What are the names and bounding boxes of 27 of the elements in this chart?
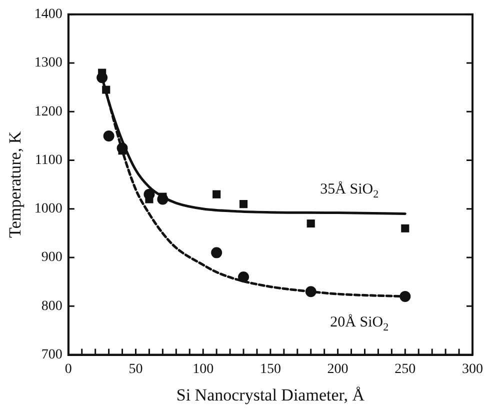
- y-tick-label: 1200: [34, 104, 62, 120]
- y-tick-label: 700: [41, 347, 62, 362]
- x-tick-label: 150: [260, 362, 281, 377]
- point: [103, 130, 114, 142]
- y-tick-label: 1300: [34, 56, 62, 71]
- point: [212, 190, 221, 198]
- point: [401, 224, 410, 232]
- y-tick-label: 900: [41, 250, 62, 266]
- x-axis-title: Si Nanocrystal Diameter, Å: [176, 385, 366, 404]
- x-tick-label: 250: [394, 362, 416, 377]
- y-axis-title: Temperature, K: [6, 130, 25, 238]
- point: [211, 247, 222, 258]
- point: [306, 219, 315, 228]
- point: [239, 200, 248, 208]
- y-tick-label: 1400: [34, 7, 62, 22]
- x-tick-label: 0: [64, 362, 72, 377]
- x-tick-label: 200: [327, 362, 348, 377]
- point: [400, 290, 411, 302]
- point: [238, 271, 250, 282]
- point: [102, 86, 110, 94]
- y-tick-label: 1000: [34, 202, 62, 217]
- x-tick-label: 100: [192, 362, 214, 377]
- x-tick-label: 300: [462, 362, 483, 377]
- y-tick-label: 800: [41, 298, 62, 314]
- y-tick-label: 1100: [34, 152, 62, 168]
- x-tick-label: 50: [128, 362, 143, 377]
- point: [305, 286, 316, 298]
